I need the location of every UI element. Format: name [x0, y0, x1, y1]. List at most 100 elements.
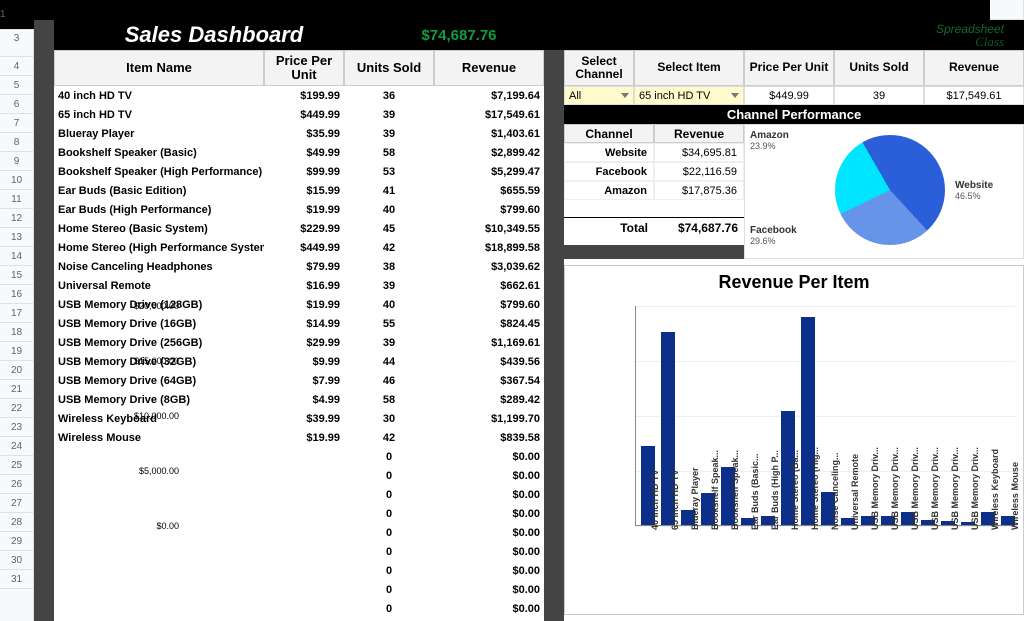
- cell[interactable]: Blueray Player: [54, 124, 264, 143]
- table-row[interactable]: Universal Remote$16.9939$662.61: [54, 276, 544, 295]
- row-header[interactable]: 21: [0, 380, 33, 399]
- cell[interactable]: $0.00: [434, 485, 544, 504]
- cell[interactable]: $0.00: [434, 466, 544, 485]
- table-row[interactable]: Noise Canceling Headphones$79.9938$3,039…: [54, 257, 544, 276]
- cell[interactable]: Ear Buds (High Performance): [54, 200, 264, 219]
- cell[interactable]: $0.00: [434, 447, 544, 466]
- cell[interactable]: $19.99: [264, 200, 344, 219]
- cell[interactable]: 58: [344, 390, 434, 409]
- cell[interactable]: 0: [344, 447, 434, 466]
- row-header[interactable]: 11: [0, 190, 33, 209]
- row-header[interactable]: 16: [0, 285, 33, 304]
- cell[interactable]: 39: [344, 333, 434, 352]
- cell[interactable]: 38: [344, 257, 434, 276]
- row-header[interactable]: 8: [0, 133, 33, 152]
- table-row[interactable]: Home Stereo (Basic System)$229.9945$10,3…: [54, 219, 544, 238]
- cell[interactable]: $367.54: [434, 371, 544, 390]
- cell[interactable]: $10,349.55: [434, 219, 544, 238]
- cell[interactable]: [264, 523, 344, 542]
- cell[interactable]: 40 inch HD TV: [54, 86, 264, 105]
- cell[interactable]: $4.99: [264, 390, 344, 409]
- header-item-name[interactable]: Item Name: [54, 50, 264, 86]
- cell[interactable]: 58: [344, 143, 434, 162]
- cell[interactable]: USB Memory Drive (8GB): [54, 390, 264, 409]
- cell[interactable]: [54, 542, 264, 561]
- cell[interactable]: $3,039.62: [434, 257, 544, 276]
- row-header[interactable]: 27: [0, 494, 33, 513]
- table-row[interactable]: 40 inch HD TV$199.9936$7,199.64: [54, 86, 544, 105]
- cell[interactable]: 0: [344, 485, 434, 504]
- cell[interactable]: [264, 504, 344, 523]
- cell[interactable]: 0: [344, 466, 434, 485]
- table-row[interactable]: Home Stereo (High Performance System)$44…: [54, 238, 544, 257]
- row-header[interactable]: 30: [0, 551, 33, 570]
- cell[interactable]: [264, 485, 344, 504]
- cell[interactable]: $5,299.47: [434, 162, 544, 181]
- cell[interactable]: $839.58: [434, 428, 544, 447]
- cell[interactable]: $16.99: [264, 276, 344, 295]
- cell[interactable]: Home Stereo (High Performance System): [54, 238, 264, 257]
- cell[interactable]: 42: [344, 428, 434, 447]
- table-row[interactable]: 0$0.00: [54, 542, 544, 561]
- cell[interactable]: 0: [344, 561, 434, 580]
- cell[interactable]: $7,199.64: [434, 86, 544, 105]
- cell[interactable]: $79.99: [264, 257, 344, 276]
- table-row[interactable]: USB Memory Drive (32GB)$9.9944$439.56: [54, 352, 544, 371]
- cell[interactable]: 46: [344, 371, 434, 390]
- channel-col-header[interactable]: Channel: [564, 124, 654, 143]
- cell[interactable]: 39: [344, 276, 434, 295]
- cell[interactable]: $19.99: [264, 295, 344, 314]
- cell[interactable]: 39: [344, 105, 434, 124]
- cell[interactable]: 45: [344, 219, 434, 238]
- cell[interactable]: Bookshelf Speaker (Basic): [54, 143, 264, 162]
- cell[interactable]: $7.99: [264, 371, 344, 390]
- cell[interactable]: $14.99: [264, 314, 344, 333]
- cell[interactable]: [264, 561, 344, 580]
- cell[interactable]: 44: [344, 352, 434, 371]
- header-price-per-unit[interactable]: Price Per Unit: [744, 50, 834, 86]
- cell[interactable]: $799.60: [434, 295, 544, 314]
- cell[interactable]: $662.61: [434, 276, 544, 295]
- row-header[interactable]: 7: [0, 114, 33, 133]
- cell[interactable]: 36: [344, 86, 434, 105]
- cell[interactable]: 42: [344, 238, 434, 257]
- cell[interactable]: $99.99: [264, 162, 344, 181]
- cell[interactable]: $1,169.61: [434, 333, 544, 352]
- cell[interactable]: [54, 580, 264, 599]
- row-header[interactable]: 19: [0, 342, 33, 361]
- row-header[interactable]: 12: [0, 209, 33, 228]
- table-row[interactable]: Ear Buds (High Performance)$19.9940$799.…: [54, 200, 544, 219]
- row-header[interactable]: 20: [0, 361, 33, 380]
- channel-dropdown[interactable]: All: [564, 86, 634, 105]
- table-row[interactable]: 65 inch HD TV$449.9939$17,549.61: [54, 105, 544, 124]
- table-row[interactable]: USB Memory Drive (8GB)$4.9958$289.42: [54, 390, 544, 409]
- cell[interactable]: $1,199.70: [434, 409, 544, 428]
- row-header[interactable]: 31: [0, 570, 33, 589]
- row-header[interactable]: 5: [0, 76, 33, 95]
- table-row[interactable]: Ear Buds (Basic Edition)$15.9941$655.59: [54, 181, 544, 200]
- cell[interactable]: $0.00: [434, 542, 544, 561]
- cell[interactable]: [264, 580, 344, 599]
- cell[interactable]: $449.99: [264, 238, 344, 257]
- channel-row[interactable]: Amazon$17,875.36: [564, 181, 744, 200]
- cell[interactable]: USB Memory Drive (256GB): [54, 333, 264, 352]
- table-row[interactable]: Wireless Mouse$19.9942$839.58: [54, 428, 544, 447]
- cell[interactable]: Wireless Mouse: [54, 428, 264, 447]
- item-dropdown[interactable]: 65 inch HD TV: [634, 86, 744, 105]
- cell[interactable]: 0: [344, 523, 434, 542]
- row-header[interactable]: 29: [0, 532, 33, 551]
- cell[interactable]: $35.99: [264, 124, 344, 143]
- table-row[interactable]: USB Memory Drive (16GB)$14.9955$824.45: [54, 314, 544, 333]
- header-price[interactable]: Price Per Unit: [264, 50, 344, 86]
- table-row[interactable]: 0$0.00: [54, 504, 544, 523]
- table-row[interactable]: 0$0.00: [54, 485, 544, 504]
- channel-row[interactable]: Website$34,695.81: [564, 143, 744, 162]
- cell[interactable]: 0: [344, 580, 434, 599]
- cell[interactable]: $439.56: [434, 352, 544, 371]
- header-units-sold[interactable]: Units Sold: [834, 50, 924, 86]
- cell[interactable]: Home Stereo (Basic System): [54, 219, 264, 238]
- cell[interactable]: 55: [344, 314, 434, 333]
- row-header[interactable]: 4: [0, 57, 33, 76]
- cell[interactable]: [54, 599, 264, 618]
- table-row[interactable]: Wireless Keyboard$39.9930$1,199.70: [54, 409, 544, 428]
